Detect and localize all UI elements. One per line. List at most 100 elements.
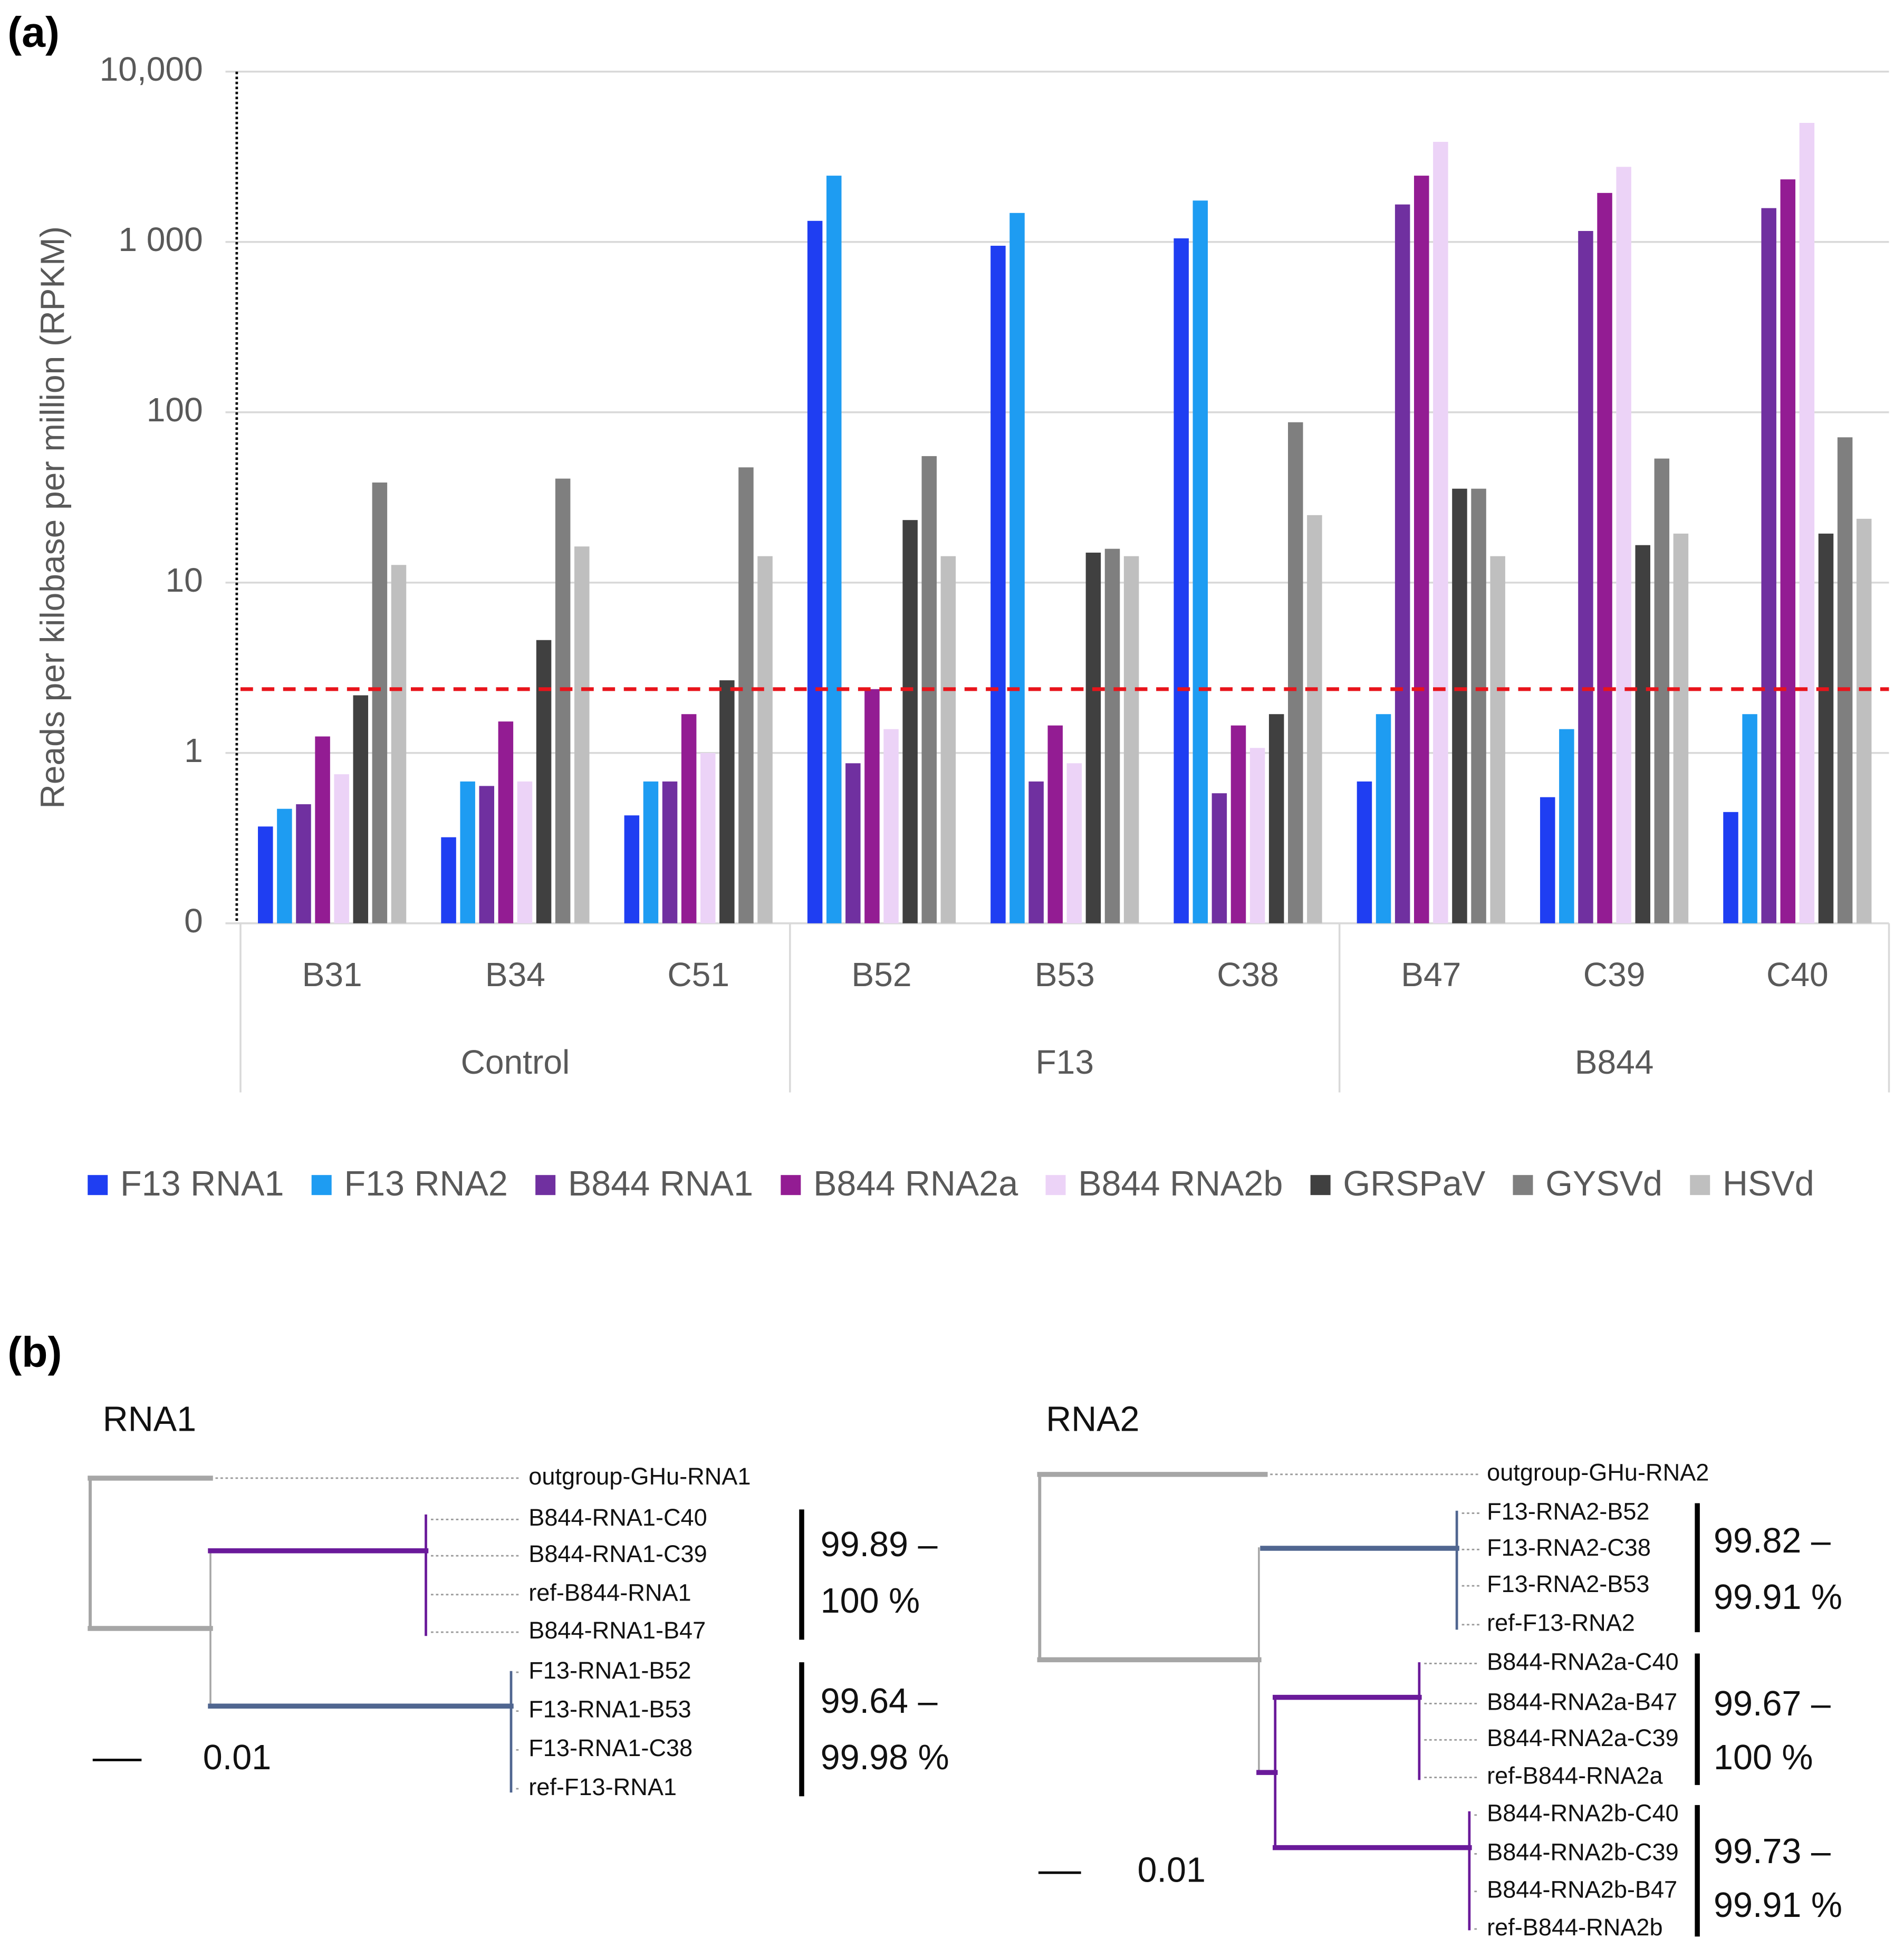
x-tick-label: B31 [302,956,362,994]
bar [738,467,754,923]
legend-label: B844 RNA2b [1078,1164,1283,1203]
scale-label: 0.01 [1138,1851,1206,1890]
bar [1742,714,1757,923]
tree-title: RNA1 [103,1400,196,1439]
bar [1616,167,1631,923]
group-label: Control [461,1043,570,1081]
legend-swatch [1310,1175,1331,1195]
bar [258,826,273,923]
identity-label: 99.98 % [821,1738,949,1777]
bar [807,220,823,923]
y-tick-label: 100 [147,391,203,429]
bar [460,781,475,923]
bar [1837,437,1853,923]
bar [864,689,880,923]
y-tick-label: 10,000 [100,50,203,88]
bar [1288,422,1303,923]
bar [1376,714,1391,923]
leaf-label: B844-RNA2b-B47 [1487,1876,1677,1903]
legend-swatch [1690,1175,1710,1195]
group-label: F13 [1036,1043,1094,1081]
bar [1047,725,1063,923]
bar [757,556,773,923]
x-tick-label: B53 [1035,956,1095,994]
bar [1471,488,1486,923]
leaf-label: ref-B844-RNA1 [528,1579,691,1606]
legend-label: B844 RNA2a [813,1164,1018,1203]
bar [1174,238,1189,923]
bar [1761,208,1776,923]
leaf-label: outgroup-GHu-RNA2 [1487,1459,1709,1486]
leaf-label: F13-RNA2-C38 [1487,1534,1651,1561]
bar [940,556,956,923]
leaf-label: outgroup-GHu-RNA1 [528,1463,751,1490]
bar [1307,515,1322,923]
leaf-label: B844-RNA1-C40 [528,1504,707,1531]
x-tick-label: C38 [1217,956,1279,994]
tree-title: RNA2 [1046,1400,1139,1439]
bar [1490,556,1505,923]
bar [296,804,311,923]
x-tick-label: C39 [1583,956,1646,994]
leaf-label: F13-RNA1-B53 [528,1696,691,1723]
bar [1193,200,1208,923]
identity-label: 100 % [1714,1738,1813,1777]
y-axis-label: Reads per kilobase per million (RPKM) [33,226,71,809]
leaf-label: F13-RNA1-B52 [528,1657,691,1684]
legend-label: GYSVd [1545,1164,1662,1203]
bar [1597,192,1612,923]
leaf-label: ref-F13-RNA1 [528,1773,677,1800]
scale-label: 0.01 [203,1738,271,1777]
bar [1856,518,1872,923]
x-tick-label: C51 [667,956,729,994]
leaf-label: B844-RNA2a-B47 [1487,1688,1677,1715]
bar [1009,213,1025,923]
bar [719,680,735,923]
leaf-label: F13-RNA2-B52 [1487,1498,1649,1525]
panel-label: (b) [7,1329,62,1376]
bar [1673,533,1689,923]
leaf-label: F13-RNA2-B53 [1487,1570,1649,1597]
x-tick-label: B34 [485,956,545,994]
bar [1230,725,1246,923]
bar [1818,533,1834,923]
bar [826,176,842,923]
legend-swatch [1045,1175,1066,1195]
bar [700,753,716,923]
legend-swatch [535,1175,556,1195]
bar [517,781,533,923]
y-tick-label: 1 [184,731,203,769]
leaf-label: B844-RNA1-C39 [528,1540,707,1567]
leaf-label: ref-F13-RNA2 [1487,1609,1635,1636]
y-tick-label: 1 000 [118,220,203,258]
legend-label: F13 RNA1 [120,1164,284,1203]
bar [1559,729,1574,923]
bar [479,786,495,923]
bar [372,482,388,923]
bar [1578,230,1593,923]
bar [391,565,407,923]
bar [1123,556,1139,923]
bar [643,781,659,923]
bar [1357,781,1372,923]
bar [1799,123,1815,923]
bar [1104,548,1120,923]
bar [845,763,861,923]
bar [574,546,590,923]
identity-label: 99.82 – [1714,1521,1831,1560]
bar [991,246,1006,923]
bar [1723,812,1738,923]
bar [1395,204,1410,923]
leaf-label: B844-RNA1-B47 [528,1617,706,1644]
bar [334,774,349,923]
leaf-label: F13-RNA1-C38 [528,1734,693,1761]
identity-label: 99.64 – [821,1682,938,1721]
legend-swatch [311,1175,332,1195]
bar [353,695,369,923]
identity-label: 99.67 – [1714,1684,1831,1723]
bar [1085,552,1101,923]
bar [1211,793,1227,923]
bar [624,815,640,923]
group-label: B844 [1575,1043,1654,1081]
